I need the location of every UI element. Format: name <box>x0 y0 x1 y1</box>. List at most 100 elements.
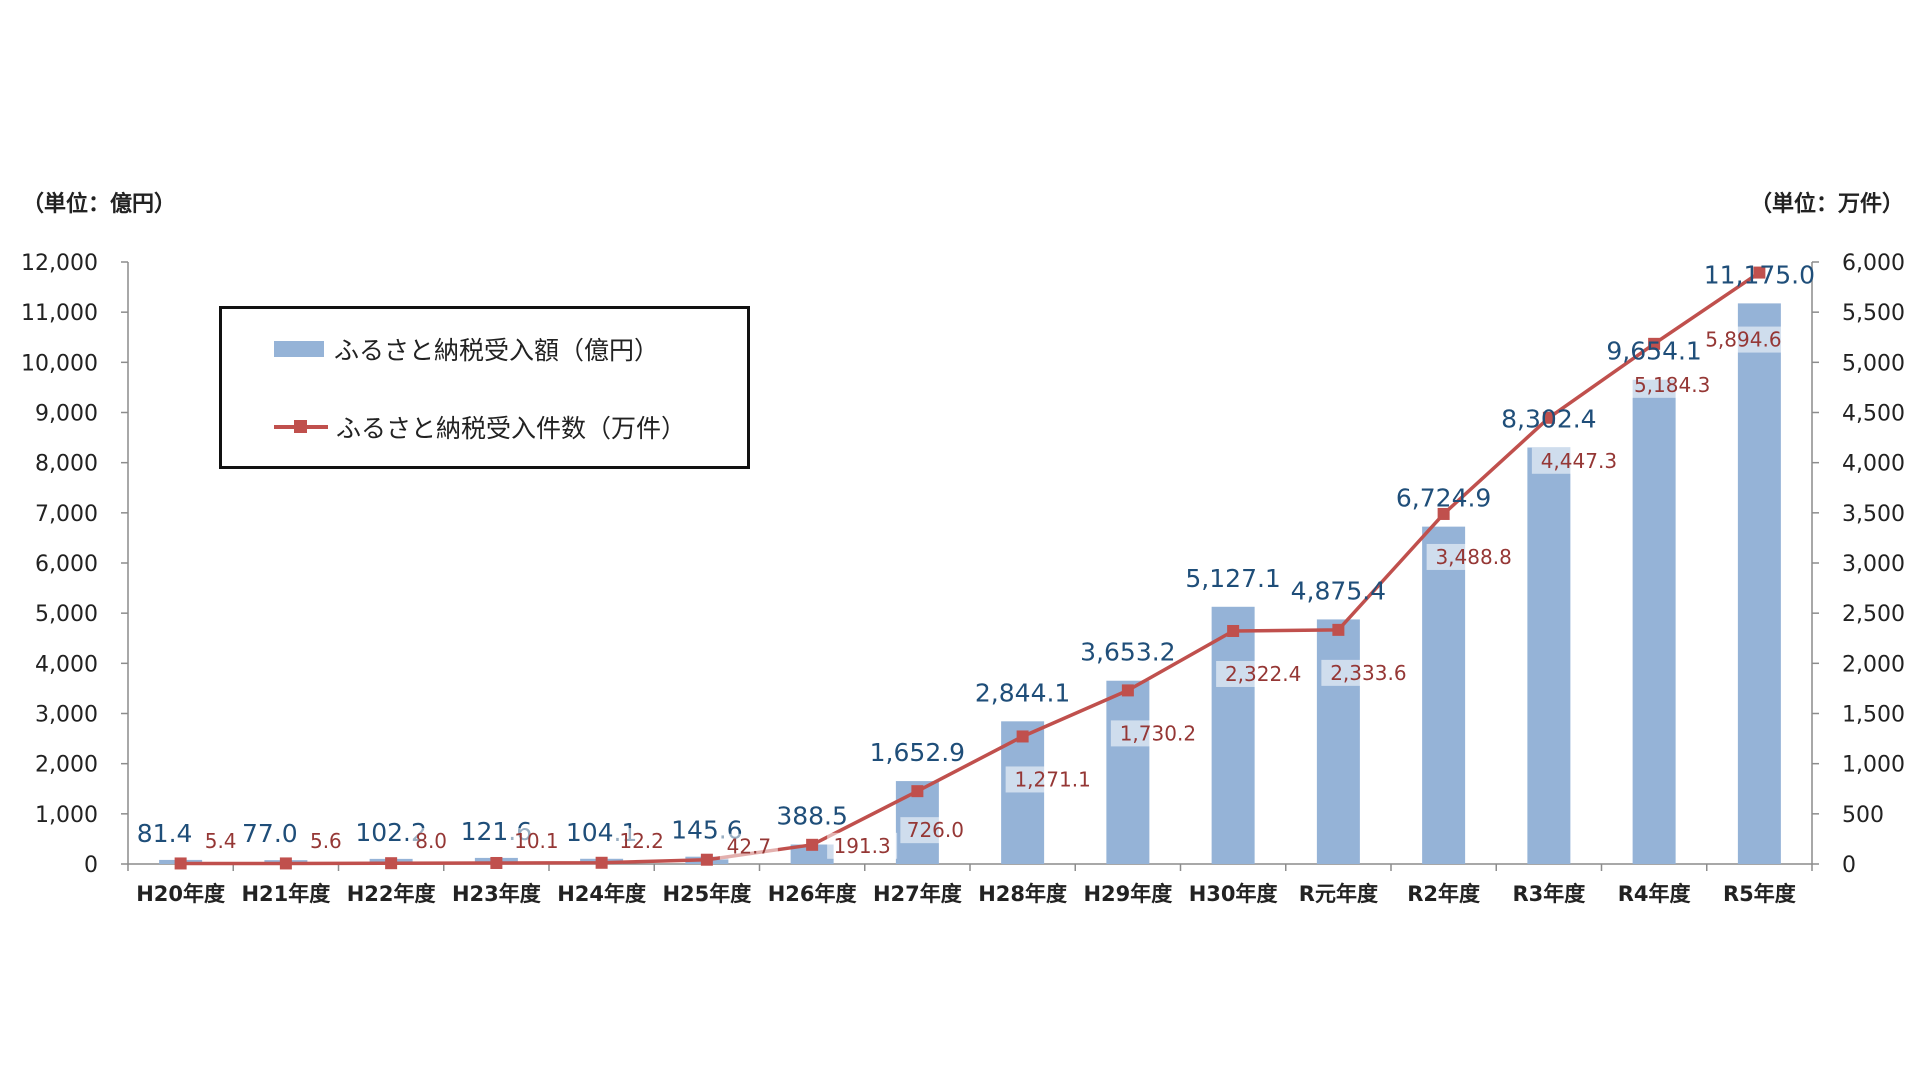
x-category-label: R2年度 <box>1407 882 1480 906</box>
x-category-label: H27年度 <box>873 882 962 906</box>
left-y-tick-label: 11,000 <box>21 301 98 326</box>
bar-amount <box>1527 447 1571 864</box>
bar-amount <box>1632 379 1676 864</box>
right-y-tick-label: 3,500 <box>1842 502 1905 527</box>
line-value-label: 191.3 <box>833 834 890 858</box>
line-point-marker <box>700 853 713 866</box>
legend-label-amount: ふるさと納税受入額（億円） <box>334 336 660 365</box>
line-point-marker <box>1542 411 1555 424</box>
bar-value-label: 388.5 <box>776 802 848 831</box>
bar-value-label: 11,175.0 <box>1704 260 1815 289</box>
right-y-tick-label: 1,500 <box>1842 703 1905 728</box>
bar-amount <box>1211 606 1255 864</box>
line-value-label: 5,894.6 <box>1705 328 1781 352</box>
line-value-label: 2,322.4 <box>1225 662 1301 686</box>
bar-amount <box>1737 303 1781 864</box>
line-value-label: 1,730.2 <box>1120 721 1196 745</box>
right-y-tick-label: 2,500 <box>1842 602 1905 627</box>
left-y-tick-label: 9,000 <box>35 402 98 427</box>
x-category-label: H21年度 <box>241 882 330 906</box>
line-value-label-bg <box>1531 447 1626 474</box>
line-value-label-bg <box>1625 371 1720 398</box>
x-category-label: R5年度 <box>1723 882 1796 906</box>
right-y-tick-label: 4,000 <box>1842 452 1905 477</box>
line-point-marker <box>1753 266 1766 279</box>
right-axis-unit-label: （単位：万件） <box>1749 192 1904 217</box>
line-value-label: 5.6 <box>310 829 342 853</box>
line-value-label-bg <box>408 828 455 854</box>
right-y-tick-label: 4,500 <box>1842 402 1905 427</box>
line-value-label: 5,184.3 <box>1634 373 1710 397</box>
right-y-tick-label: 0 <box>1842 853 1856 878</box>
legend-entry-amount: ふるさと納税受入額（億円） <box>274 331 659 367</box>
line-count-series <box>180 271 1761 866</box>
line-value-label-bg <box>1321 659 1416 686</box>
bar-value-label: 4,875.4 <box>1291 576 1386 605</box>
left-y-tick-label: 0 <box>84 853 98 878</box>
bar-value-label: 5,127.1 <box>1185 564 1280 593</box>
bar-value-label: 77.0 <box>242 819 298 848</box>
bar-value-label: 8,302.4 <box>1501 404 1596 433</box>
line-point-marker <box>1437 507 1450 520</box>
line-value-label: 3,488.8 <box>1435 545 1511 569</box>
line-value-label: 5.4 <box>205 829 237 853</box>
x-category-label: H22年度 <box>347 882 436 906</box>
right-y-tick-label: 3,000 <box>1842 552 1905 577</box>
line-point-marker <box>1332 623 1345 636</box>
line-point-marker <box>1648 337 1661 350</box>
line-value-label: 4,447.3 <box>1541 449 1617 473</box>
left-y-tick-label: 12,000 <box>21 251 98 276</box>
left-y-tick-label: 1,000 <box>35 803 98 828</box>
legend-label-count: ふるさと納税受入件数（万件） <box>336 414 687 443</box>
left-y-tick-label: 2,000 <box>35 753 98 778</box>
chart-legend: ふるさと納税受入額（億円） ふるさと納税受入件数（万件） <box>219 306 750 469</box>
x-category-label: H24年度 <box>557 882 646 906</box>
left-y-tick-label: 4,000 <box>35 652 98 677</box>
bar-value-label: 2,844.1 <box>975 678 1070 707</box>
legend-entry-count: ふるさと納税受入件数（万件） <box>274 409 686 445</box>
line-value-label: 1,271.1 <box>1014 767 1090 791</box>
legend-line-swatch-icon <box>274 416 328 438</box>
line-value-label-bg <box>612 828 671 854</box>
bar-amount <box>1422 526 1466 864</box>
bar-value-label: 1,652.9 <box>870 738 965 767</box>
x-category-label: H28年度 <box>978 882 1067 906</box>
line-point-marker <box>1227 624 1240 637</box>
line-value-label: 726.0 <box>907 818 964 842</box>
line-point-marker <box>490 856 503 869</box>
bar-value-label: 81.4 <box>137 819 193 848</box>
x-category-label: H30年度 <box>1189 882 1278 906</box>
line-value-label-bg <box>302 828 349 854</box>
line-point-marker <box>385 857 398 870</box>
line-value-label: 42.7 <box>727 835 772 859</box>
line-point-marker <box>911 785 924 798</box>
right-y-tick-label: 6,000 <box>1842 251 1905 276</box>
right-y-tick-label: 5,500 <box>1842 301 1905 326</box>
x-category-label: R4年度 <box>1618 882 1691 906</box>
line-value-label-bg <box>1110 720 1205 747</box>
bar-amount <box>1316 619 1360 864</box>
line-value-label: 2,333.6 <box>1330 661 1406 685</box>
x-category-label: H20年度 <box>136 882 225 906</box>
left-y-tick-label: 6,000 <box>35 552 98 577</box>
line-point-marker <box>279 857 292 870</box>
line-value-label-bg <box>1696 326 1791 353</box>
line-point-marker <box>806 838 819 851</box>
left-y-tick-label: 5,000 <box>35 602 98 627</box>
right-y-tick-label: 1,000 <box>1842 753 1905 778</box>
line-value-label-bg <box>1216 660 1311 687</box>
line-value-label-bg <box>1426 543 1521 570</box>
legend-bar-swatch-icon <box>274 341 324 357</box>
left-y-tick-label: 7,000 <box>35 502 98 527</box>
right-y-tick-label: 500 <box>1842 803 1884 828</box>
line-value-label-bg <box>197 828 244 854</box>
line-point-marker <box>595 856 608 869</box>
line-value-label-bg <box>1005 766 1100 793</box>
line-value-label-bg <box>827 832 898 859</box>
x-category-label: H26年度 <box>768 882 857 906</box>
line-value-label-bg <box>507 828 566 854</box>
left-y-tick-label: 8,000 <box>35 452 98 477</box>
line-point-marker <box>1016 730 1029 743</box>
bar-value-label: 9,654.1 <box>1606 337 1701 366</box>
